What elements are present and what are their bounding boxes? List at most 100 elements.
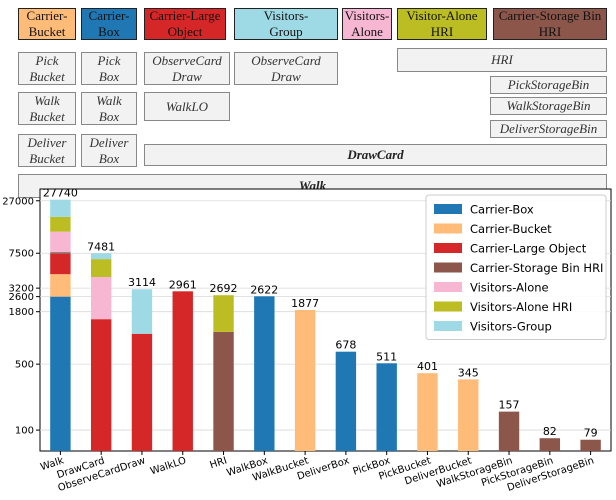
bar-segment	[498, 411, 520, 451]
task-label: DeliverStorageBin	[499, 121, 598, 136]
header-carrier-storage-bin-hri: Carrier-Storage Bin HRI	[493, 8, 607, 40]
legend-swatch	[434, 243, 462, 253]
y-tick-label: 100	[15, 426, 34, 437]
legend-swatch	[434, 204, 462, 214]
bar-segment	[458, 379, 479, 451]
header-carrier-large-object: Carrier-Large Object	[144, 8, 226, 40]
header-visitors-group: Visitors- Group	[234, 8, 338, 40]
bar-total-label: 511	[376, 350, 397, 363]
legend-label: Carrier-Storage Bin HRI	[470, 261, 603, 275]
legend-label: Visitors-Group	[470, 320, 552, 334]
task-deliver-bucket: Deliver Bucket	[18, 134, 76, 167]
task-label: DrawCard	[347, 147, 404, 162]
bar-segment	[213, 331, 234, 451]
header-label: Carrier- Bucket	[26, 8, 68, 39]
bar-segment	[294, 309, 316, 451]
task-deliver-box: Deliver Box	[81, 134, 137, 167]
task-label: Walk Bucket	[29, 92, 65, 124]
legend-label: Carrier-Large Object	[470, 242, 587, 256]
header-label: Carrier-Storage Bin HRI	[498, 8, 602, 39]
bar-segment	[50, 216, 71, 232]
bar-segment	[50, 199, 71, 217]
task-walk-box: Walk Box	[81, 92, 137, 125]
bar-total-label: 27740	[43, 187, 78, 200]
bar-segment	[131, 333, 153, 451]
task-label: Pick Box	[97, 52, 121, 84]
task-pick-box: Pick Box	[81, 52, 137, 85]
bar-total-label: 2692	[210, 282, 238, 295]
header-visitor-alone-hri: Visitor-Alone HRI	[397, 8, 487, 40]
bar-segment	[254, 296, 275, 451]
bar-total-label: 2622	[250, 283, 278, 296]
legend-swatch	[434, 262, 462, 273]
task-observecard-draw-2: ObserveCard Draw	[234, 52, 338, 85]
header-visitors-alone: Visitors- Alone	[342, 8, 392, 40]
header-label: Visitors- Alone	[344, 8, 390, 39]
header-carrier-box: Carrier- Box	[81, 8, 137, 40]
y-tick-label: 3200	[9, 284, 34, 295]
task-label: ObserveCard Draw	[152, 52, 222, 84]
bar-total-label: 2961	[169, 278, 197, 291]
task-label: WalkLO	[165, 98, 209, 114]
legend-label: Visitors-Alone HRI	[470, 300, 572, 314]
bar-segment	[172, 291, 193, 451]
bar-total-label: 1877	[291, 297, 319, 310]
task-label: Deliver Box	[89, 134, 129, 166]
bar-segment	[539, 438, 561, 451]
legend-swatch	[434, 282, 462, 292]
bar-segment	[90, 259, 112, 277]
header-label: Visitor-Alone HRI	[406, 8, 478, 39]
bar-total-label: 3114	[128, 276, 156, 289]
task-drawcard: DrawCard	[144, 144, 607, 166]
bar-segment	[90, 276, 112, 320]
bar-segment	[50, 231, 71, 253]
task-label: ObserveCard Draw	[251, 52, 321, 84]
bar-segment	[90, 253, 112, 260]
bar-total-label: 7481	[87, 240, 115, 253]
y-tick-label: 1800	[9, 307, 34, 318]
task-pickstoragebin: PickStorageBin	[490, 76, 607, 94]
legend-label: Visitors-Alone	[470, 281, 549, 295]
bar-segment	[335, 351, 357, 451]
header-carrier-bucket: Carrier- Bucket	[18, 8, 76, 40]
header-label: Carrier- Box	[88, 8, 130, 39]
task-label: HRI	[491, 52, 513, 67]
legend-label: Carrier-Box	[470, 203, 534, 217]
header-label: Visitors- Group	[263, 8, 309, 39]
bar-chart: 10050018002600320075002700027740Walk7481…	[2, 187, 612, 494]
bar-segment	[50, 253, 71, 275]
y-tick-label: 2600	[9, 292, 34, 303]
bar-total-label: 401	[417, 360, 438, 373]
legend	[425, 194, 607, 340]
task-walkstoragebin: WalkStorageBin	[490, 97, 607, 115]
bar-segment	[50, 296, 71, 451]
bar-segment	[131, 289, 153, 334]
bar-segment	[580, 439, 601, 451]
task-pick-bucket: Pick Bucket	[18, 52, 76, 85]
y-tick-label: 500	[15, 360, 34, 371]
legend-label: Carrier-Bucket	[470, 222, 552, 236]
x-tick-label: WalkLO	[149, 455, 188, 477]
bar-segment	[213, 295, 234, 332]
task-label: PickStorageBin	[507, 77, 590, 92]
task-hri: HRI	[397, 48, 607, 72]
task-observecard-draw-1: ObserveCard Draw	[144, 52, 230, 85]
header-label: Carrier-Large Object	[149, 8, 221, 39]
task-label: Pick Bucket	[29, 52, 65, 84]
task-deliverstoragebin: DeliverStorageBin	[490, 120, 607, 138]
legend-swatch	[434, 223, 462, 234]
task-walklo: WalkLO	[144, 92, 230, 121]
y-tick-label: 7500	[9, 249, 34, 260]
bar-total-label: 82	[543, 425, 557, 438]
y-tick-label: 27000	[2, 196, 34, 207]
bar-segment	[50, 274, 71, 297]
legend-swatch	[434, 301, 462, 312]
bar-segment	[417, 373, 438, 451]
bar-total-label: 345	[458, 366, 479, 379]
task-walk-bucket: Walk Bucket	[18, 92, 76, 125]
bar-total-label: 678	[335, 339, 356, 352]
task-label: WalkStorageBin	[506, 98, 591, 113]
bar-segment	[90, 319, 112, 451]
task-label: Deliver Bucket	[27, 134, 67, 166]
x-tick-label: HRI	[208, 455, 228, 471]
